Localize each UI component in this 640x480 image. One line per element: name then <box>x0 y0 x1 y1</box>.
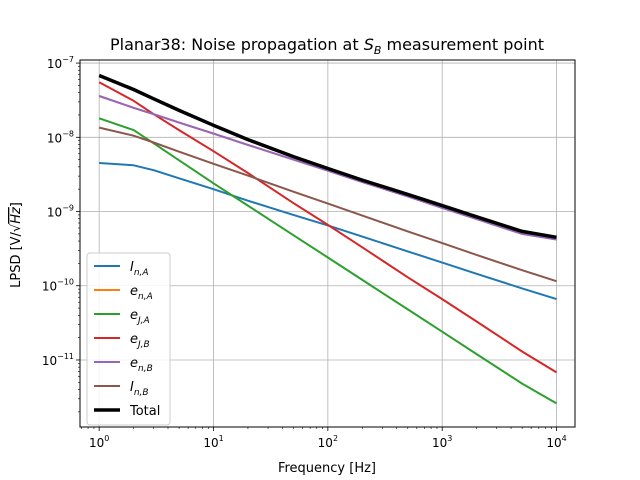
chart-title: Planar38: Noise propagation at SB measur… <box>110 35 544 57</box>
x-tick-label: 101 <box>203 434 223 450</box>
grid-lines <box>80 60 575 427</box>
legend-box <box>86 252 171 426</box>
series-line-i-n-b <box>98 126 557 283</box>
y-axis-label: LPSD [V/√Hz] <box>9 202 24 288</box>
series-line-total- <box>98 73 557 240</box>
series-lines <box>98 73 558 405</box>
x-tick-label: 102 <box>318 434 338 450</box>
legend-label: Total <box>129 404 160 419</box>
series-line-e-n-b <box>98 95 557 241</box>
legend-label: en,B <box>130 356 153 374</box>
x-tick-label: 103 <box>432 434 452 450</box>
legend: In,A en,A eJ,A eJ,B en,B In,B Total <box>86 252 171 426</box>
series-line-i-n-a <box>99 162 557 301</box>
x-tick-label: 100 <box>89 434 109 450</box>
series-line-e-j-b <box>98 81 558 374</box>
legend-label: eJ,B <box>130 332 150 350</box>
x-tick-label: 104 <box>546 434 566 450</box>
legend-label: eJ,A <box>130 308 150 326</box>
series-line-e-j-a <box>98 117 557 405</box>
legend-label: In,A <box>130 260 149 278</box>
x-axis-label: Frequency [Hz] <box>278 461 376 476</box>
legend-label: In,B <box>130 380 149 398</box>
legend-label: en,A <box>130 284 153 302</box>
